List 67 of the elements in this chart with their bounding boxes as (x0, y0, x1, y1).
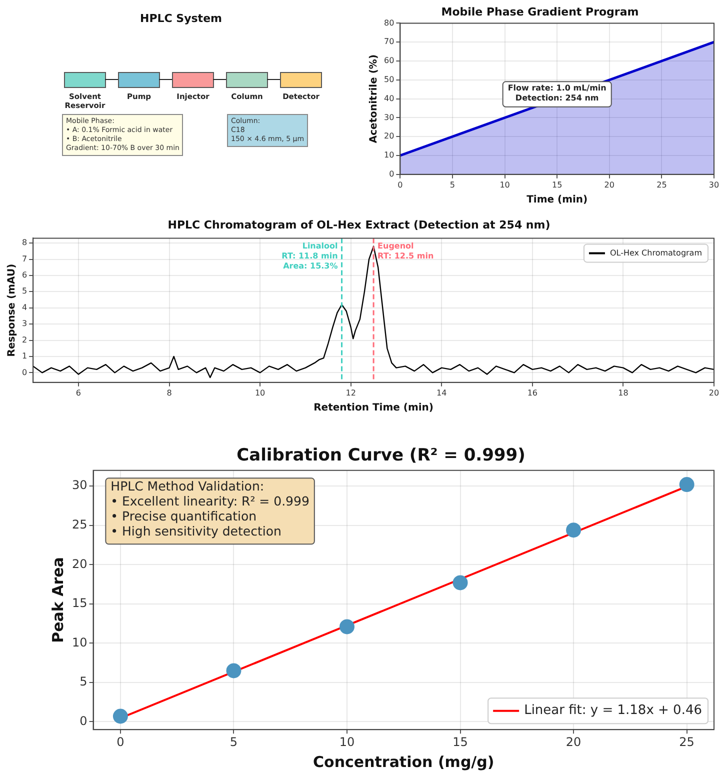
x-tick-label: 15 (552, 180, 562, 190)
point (112, 708, 128, 724)
y-tick-label: 30 (384, 112, 394, 122)
y-tick-label: 10 (72, 635, 88, 650)
y-tick-label: 10 (384, 150, 394, 160)
x-axis-title: Time (min) (526, 194, 588, 206)
x-tick-label: 14 (436, 388, 447, 398)
x-tick-label: 0 (116, 734, 124, 749)
x-tick-label: 8 (166, 388, 172, 398)
y-tick-label: 6 (22, 270, 28, 280)
chart-title: HPLC Chromatogram of OL-Hex Extract (Detection at 254 nm) (168, 218, 550, 232)
y-axis-title: Peak Area (48, 557, 67, 643)
x-tick-label: 15 (452, 734, 468, 749)
y-tick-label: 20 (72, 556, 88, 571)
x-tick-label: 20 (708, 388, 720, 398)
y-tick-label: 3 (22, 319, 28, 328)
y-axis-title: Response (mAU) (6, 264, 18, 357)
point (679, 477, 694, 492)
y-axis-title: Acetonitrile (%) (368, 54, 380, 144)
x-tick-label: 10 (339, 734, 355, 749)
y-tick-label: 20 (384, 132, 394, 141)
text: HPLC System (138, 12, 223, 25)
y-tick-label: 5 (22, 286, 28, 296)
point (226, 663, 242, 678)
y-tick-label: 1 (22, 352, 28, 361)
y-tick-label: 0 (22, 368, 28, 377)
y-tick-label: 30 (72, 478, 88, 492)
y-tick-label: 2 (22, 335, 28, 344)
x-tick-label: 25 (679, 734, 694, 749)
y-tick-label: 8 (22, 238, 28, 248)
x-tick-label: 10 (254, 388, 266, 398)
chart-title: Calibration Curve (R² = 0.999) (236, 446, 526, 466)
x-tick-label: 12 (346, 388, 356, 398)
x-tick-label: 18 (618, 388, 628, 398)
y-tick-label: 15 (72, 596, 88, 610)
ref-line-label: Linalool RT: 11.8 min Area: 15.3% (282, 241, 338, 270)
legend-label: OL-Hex Chromatogram (610, 248, 702, 258)
y-tick-label: 4 (22, 302, 28, 312)
y-tick-label: 50 (384, 74, 394, 84)
x-tick-label: 30 (708, 180, 720, 190)
x-tick-label: 16 (527, 388, 538, 398)
ref-line-label: Eugenol RT: 12.5 min (378, 241, 434, 260)
y-tick-label: 80 (384, 18, 394, 28)
point (452, 575, 468, 590)
x-tick-label: 10 (500, 180, 510, 190)
y-tick-label: 70 (384, 37, 394, 46)
y-tick-label: 7 (22, 254, 28, 264)
annotation: HPLC Method Validation: • Excellent linearity: R² = 0.999 • Precise quantification • High sensitivity detection (110, 478, 310, 539)
legend-label: Linear fit: y = 1.18x + 0.46 (524, 703, 702, 718)
y-tick-label: 40 (384, 94, 394, 103)
point (566, 522, 582, 538)
x-axis-title: Retention Time (min) (314, 402, 434, 414)
x-axis-title: Concentration (mg/g) (313, 752, 494, 771)
point (340, 619, 354, 634)
x-tick-label: 5 (450, 180, 456, 190)
annotation: Flow rate: 1.0 mL/min Detection: 254 nm (508, 84, 607, 102)
x-tick-label: 20 (604, 180, 614, 190)
x-tick-label: 0 (398, 180, 403, 190)
chart-title: Mobile Phase Gradient Program (441, 5, 639, 18)
y-tick-label: 25 (72, 518, 88, 532)
y-tick-label: 0 (80, 714, 88, 728)
x-tick-label: 5 (230, 734, 238, 749)
y-tick-label: 60 (384, 56, 394, 66)
x-tick-label: 20 (566, 734, 582, 749)
x-tick-label: 25 (656, 180, 667, 190)
y-tick-label: 5 (80, 674, 88, 689)
y-tick-label: 0 (389, 169, 394, 178)
